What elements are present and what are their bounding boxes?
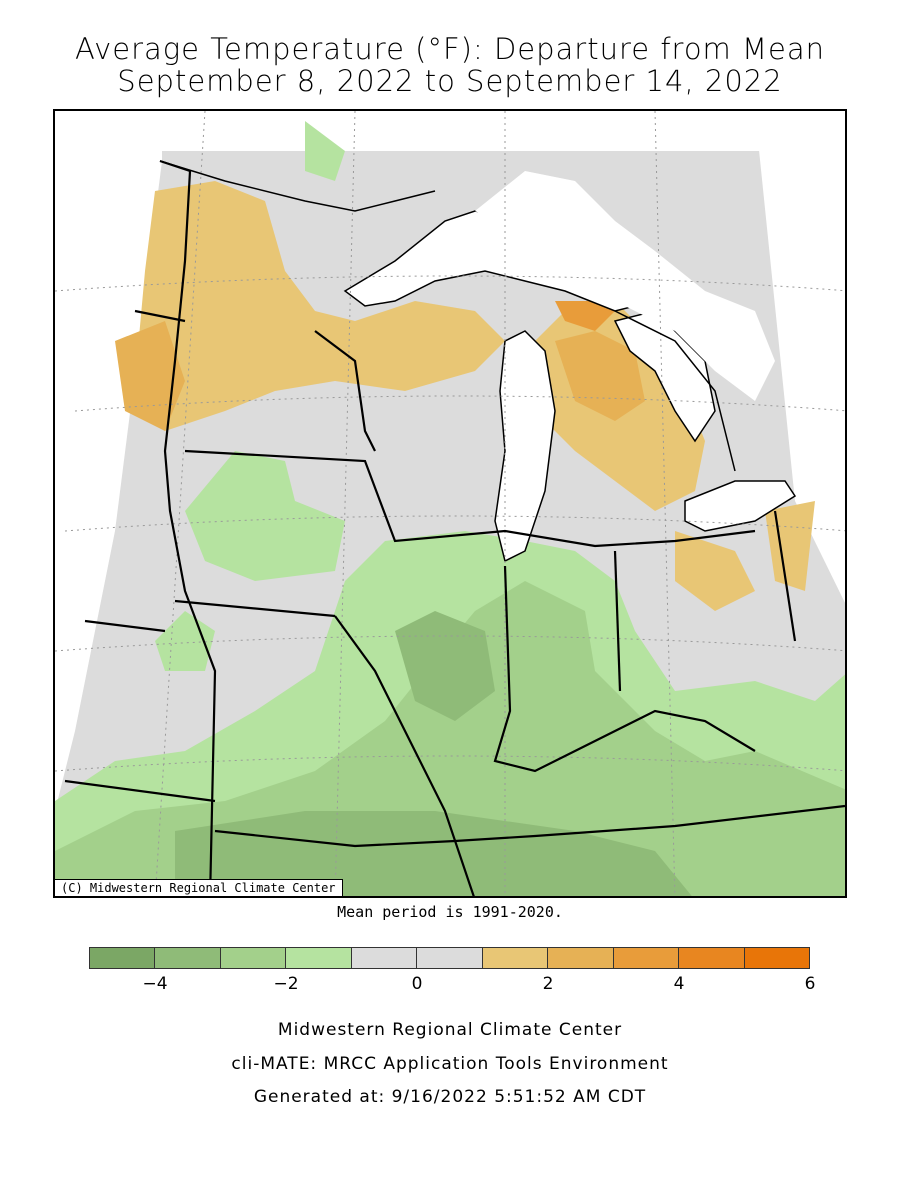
footer-generated-time: Generated at: 9/16/2022 5:51:52 AM CDT — [253, 1087, 647, 1107]
cool-region-north — [305, 121, 345, 181]
border-iowa-missouri — [174, 599, 336, 618]
map-title-line2: September 8, 2022 to September 14, 2022 — [117, 64, 783, 98]
border-west — [159, 159, 217, 896]
border-illinois-west — [334, 615, 475, 896]
legend-tick-label: −2 — [273, 974, 299, 994]
border-nd-sd — [134, 309, 186, 323]
legend-swatch — [155, 948, 221, 968]
border-ok-ks — [64, 779, 216, 803]
border-pa-oh — [773, 510, 797, 642]
legend-swatch — [613, 948, 680, 968]
lake-michigan — [494, 330, 556, 563]
cool-region-mid — [55, 581, 845, 896]
legend-tick-label: 6 — [804, 974, 816, 994]
outside-domain-right — [755, 111, 845, 603]
border-iowa-illinois-north — [184, 449, 756, 548]
border-ks-ne — [84, 619, 166, 633]
outside-domain-left — [55, 111, 162, 811]
canada-ontario — [475, 171, 775, 401]
color-legend-bar — [89, 947, 810, 969]
border-indiana-ohio-south — [493, 565, 756, 773]
cool-region-south — [175, 811, 692, 896]
warm-region-dakota — [115, 321, 185, 431]
legend-swatch — [744, 948, 809, 968]
lake-erie — [684, 480, 797, 532]
temperature-departure-map — [55, 111, 845, 896]
border-indiana-ohio — [613, 550, 622, 692]
cool-region-illinois — [395, 611, 495, 721]
footer-organization: Midwestern Regional Climate Center — [277, 1020, 623, 1040]
legend-tick-label: 0 — [411, 974, 423, 994]
graticule — [55, 111, 845, 896]
legend-tick-label: 2 — [542, 974, 554, 994]
map-area: (C) Midwestern Regional Climate Center — [53, 109, 847, 898]
legend-swatch — [548, 948, 614, 968]
coastlines — [159, 160, 736, 472]
warm-region-upper-midwest — [135, 181, 505, 431]
outside-domain-top — [55, 111, 845, 151]
mean-period-note: Mean period is 1991-2020. — [337, 903, 563, 921]
legend-swatch — [351, 948, 418, 968]
map-credit: (C) Midwestern Regional Climate Center — [55, 879, 343, 896]
legend-tick-label: −4 — [142, 974, 168, 994]
legend-swatch — [90, 948, 156, 968]
legend-swatch — [482, 948, 549, 968]
footer-tool-name: cli-MATE: MRCC Application Tools Environ… — [231, 1054, 669, 1074]
border-south — [214, 804, 845, 848]
legend-swatch — [417, 948, 483, 968]
state-boundaries — [64, 159, 845, 896]
legend-swatch — [679, 948, 745, 968]
legend-tick-label: 4 — [673, 974, 685, 994]
legend-swatch — [286, 948, 352, 968]
warm-region-ohio — [675, 531, 755, 611]
map-title-line1: Average Temperature (°F): Departure from… — [74, 32, 826, 66]
border-wisconsin-minnesota — [314, 330, 376, 452]
warm-region-mackinac — [555, 301, 615, 331]
cool-region-iowa — [185, 451, 345, 581]
legend-swatch — [220, 948, 287, 968]
